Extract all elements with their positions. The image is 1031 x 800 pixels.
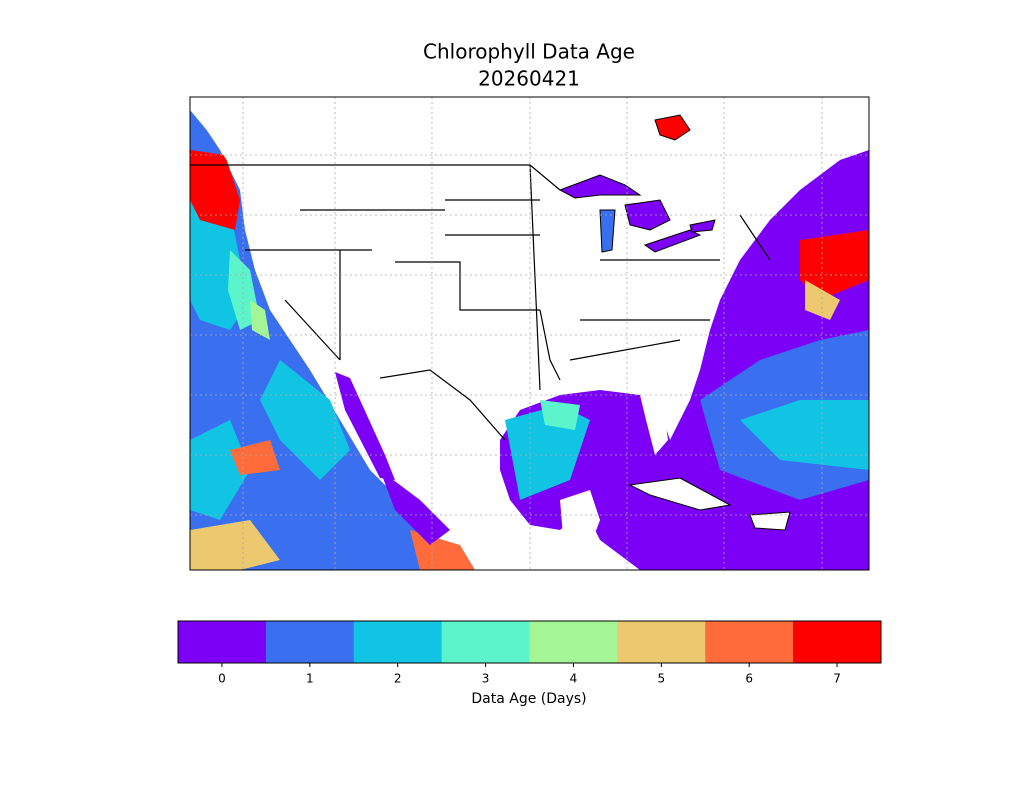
colorbar: 0 1 2 3 4 5 6 7: [177, 620, 882, 686]
colorbar-label: Data Age (Days): [471, 691, 586, 707]
colorbar-tick-label: 6: [745, 672, 753, 686]
colorbar-tick-label: 5: [657, 672, 665, 686]
title: Chlorophyll Data Age: [423, 40, 635, 64]
map: [189, 96, 870, 571]
colorbar-segment: [617, 621, 706, 663]
colorbar-segment: [529, 621, 618, 663]
colorbar-frame: [177, 620, 882, 664]
colorbar-tick-label: 0: [218, 672, 226, 686]
colorbar-segment: [705, 621, 794, 663]
colorbar-segment: [441, 621, 530, 663]
colorbar-tick-label: 3: [482, 672, 490, 686]
colorbar-tick-label: 1: [306, 672, 314, 686]
colorbar-segment: [178, 621, 267, 663]
colorbar-segment: [793, 621, 882, 663]
colorbar-tick-label: 4: [570, 672, 578, 686]
subtitle: 20260421: [478, 67, 580, 91]
colorbar-segment: [265, 621, 355, 663]
colorbar-tick-label: 7: [833, 672, 841, 686]
colorbar-segment: [353, 621, 443, 663]
colorbar-tick-label: 2: [394, 672, 402, 686]
